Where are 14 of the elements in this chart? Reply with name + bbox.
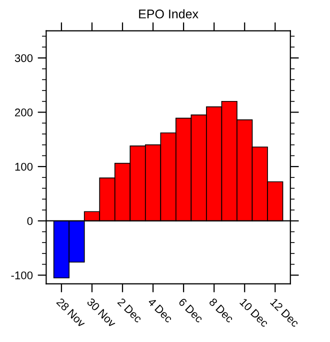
- y-tick-label: -100: [11, 271, 33, 280]
- x-tick-label: 8 Dec: [208, 298, 234, 324]
- y-tick-label: 0: [27, 217, 33, 225]
- x-tick-label: 30 Nov: [86, 298, 117, 328]
- chart-title: EPO Index: [139, 9, 198, 18]
- x-tick-label: 2 Dec: [117, 298, 143, 324]
- x-tick-label: 12 Dec: [270, 298, 300, 328]
- x-tick-label: 4 Dec: [147, 298, 174, 324]
- x-tick-label: 10 Dec: [239, 298, 270, 328]
- x-tick-label: 28 Nov: [56, 298, 86, 328]
- y-tick-label: 100: [15, 162, 33, 171]
- y-tick-label: 200: [15, 108, 33, 116]
- x-tick-label: 6 Dec: [178, 298, 204, 324]
- y-tick-label: 300: [14, 54, 33, 62]
